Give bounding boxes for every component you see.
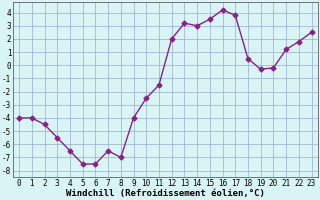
- X-axis label: Windchill (Refroidissement éolien,°C): Windchill (Refroidissement éolien,°C): [66, 189, 265, 198]
